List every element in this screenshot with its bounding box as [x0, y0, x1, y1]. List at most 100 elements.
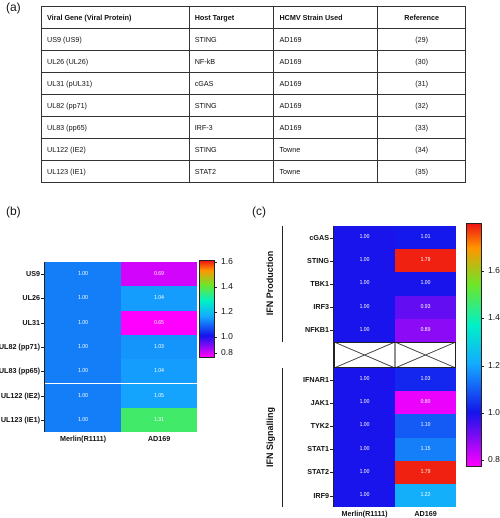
group-label-ifn-signalling: IFN Signalling	[265, 406, 275, 467]
c-cell: 1.00	[334, 226, 395, 250]
b-row-label: UL26	[22, 293, 40, 303]
c-cell: 1.00	[334, 295, 395, 319]
colorbar-tick-label: 1.6	[488, 265, 500, 275]
table-cell: (35)	[377, 160, 466, 183]
b-row-label: UL123 (IE1)	[0, 414, 40, 424]
b-cell: 1.00	[45, 407, 121, 433]
c-cell: 1.00	[334, 460, 395, 484]
colorbar-tick-label: 0.8	[488, 454, 500, 464]
c-cell: 1.15	[395, 437, 456, 461]
y-tick	[330, 495, 333, 497]
c-cell: 1.00	[334, 368, 395, 392]
table-row: UL82 (pp71) STING AD169 (32)	[41, 94, 466, 117]
colorbar-tick-label: 1.2	[488, 360, 500, 370]
c-row-label: IRF9	[313, 490, 329, 500]
b-cell: 1.00	[45, 262, 121, 287]
colorbar-tick	[214, 337, 217, 338]
c-cell: 1.00	[395, 272, 456, 296]
c-row-label: JAK1	[310, 397, 329, 407]
y-tick	[41, 419, 44, 421]
y-tick	[330, 449, 333, 451]
viral-gene-table: Viral Gene (Viral Protein) Host Target H…	[41, 6, 466, 183]
b-row-label: UL31	[22, 317, 40, 327]
c-cell: 1.00	[334, 391, 395, 415]
y-tick	[330, 472, 333, 474]
b-cell: 1.04	[121, 359, 197, 384]
b-row-label: UL122 (IE2)	[0, 390, 40, 400]
table-row: UL122 (IE2) STING Towne (34)	[41, 138, 466, 161]
b-cell: 1.00	[45, 286, 121, 311]
table-row: UL83 (pp65) IRF-3 AD169 (33)	[41, 116, 466, 139]
table-cell: Towne	[273, 160, 379, 183]
c-row-label: STAT2	[307, 467, 329, 477]
c-cell: 1.00	[334, 272, 395, 296]
b-row-label: UL82 (pp71)	[0, 342, 40, 352]
y-tick	[330, 260, 333, 262]
c-cell: 1.79	[395, 460, 456, 484]
c-row-label: IRF3	[313, 302, 329, 312]
c-row-label: STING	[307, 255, 329, 265]
c-cell: 0.93	[395, 295, 456, 319]
table-row: UL31 (pUL31) cGAS AD169 (31)	[41, 72, 466, 95]
colorbar-tick	[214, 312, 217, 313]
b-column-label: AD169	[147, 434, 171, 444]
gap-cross-box	[334, 342, 456, 368]
colorbar-tick	[481, 413, 484, 414]
b-cell: 1.05	[121, 383, 197, 408]
colorbar-tick-label: 0.8	[221, 347, 233, 357]
colorbar-tick	[481, 271, 484, 272]
c-row-label: TBK1	[310, 279, 329, 288]
colorbar	[199, 260, 215, 358]
b-cell: 1.00	[45, 383, 121, 408]
b-cell: 0.65	[121, 310, 197, 335]
c-cell: 1.10	[395, 414, 456, 438]
c-cell: 1.00	[334, 249, 395, 273]
y-tick	[330, 330, 333, 332]
c-cell: 0.89	[395, 318, 456, 342]
colorbar-tick-label: 1.0	[221, 331, 233, 341]
table-row: UL26 (UL26) NF-kB AD169 (30)	[41, 50, 466, 73]
b-column-label: Merlin(R1111)	[60, 434, 106, 444]
b-row-label: UL83 (pp65)	[0, 366, 40, 376]
y-tick	[41, 371, 44, 373]
colorbar	[466, 223, 482, 467]
y-tick	[330, 379, 333, 381]
b-cell: 1.00	[45, 334, 121, 360]
c-cell: 1.01	[395, 226, 456, 250]
y-tick	[41, 274, 44, 276]
y-tick	[330, 402, 333, 404]
b-cell: 0.69	[121, 262, 197, 287]
b-cell: 1.00	[45, 359, 121, 384]
c-column-label: AD169	[414, 509, 437, 518]
heatmap-b: US9 1.00 0.69 UL26 1.00 1.04 UL31 1.00 0.65 UL82 …	[0, 0, 245, 498]
heatmap-c: cGAS 1.00 1.01 STING 1.00 1.79 TBK1 1.00 1.00 IRF…	[265, 223, 500, 518]
b-cell: 1.03	[121, 334, 197, 360]
table-cell: (34)	[377, 138, 466, 161]
table-row: UL123 (IE1) STAT2 Towne (35)	[41, 160, 466, 183]
c-cell: 1.00	[334, 318, 395, 342]
y-tick	[41, 395, 44, 397]
b-cell: 1.00	[45, 310, 121, 335]
colorbar-tick	[214, 353, 217, 354]
table-cell: UL31 (pUL31)	[41, 72, 190, 95]
colorbar-tick-label: 1.2	[221, 306, 233, 316]
c-cell: 1.79	[395, 249, 456, 273]
group-bracket	[282, 368, 283, 508]
colorbar-tick	[481, 318, 484, 319]
y-axis	[44, 262, 45, 433]
y-tick	[330, 426, 333, 427]
y-tick	[330, 284, 333, 285]
b-row-label: US9	[26, 269, 40, 279]
table-cell: UL123 (IE1)	[41, 160, 190, 183]
c-cell: 0.80	[395, 391, 456, 415]
y-tick	[41, 298, 44, 300]
c-cell: 1.00	[334, 414, 395, 438]
colorbar-tick	[481, 460, 484, 461]
colorbar-tick-label: 1.0	[488, 407, 500, 417]
panel-a-label: (a)	[6, 0, 21, 14]
c-cell: 1.00	[334, 437, 395, 461]
panel-c-label: (c)	[252, 204, 266, 218]
colorbar-tick	[214, 287, 217, 288]
c-row-label: NFKB1	[305, 325, 329, 335]
panel-b-label: (b)	[6, 204, 21, 218]
